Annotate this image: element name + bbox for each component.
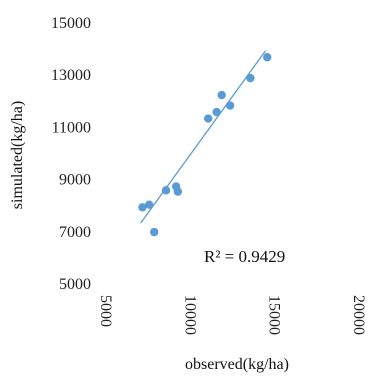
data-point [173, 187, 183, 196]
data-point [217, 90, 226, 100]
data-point [144, 200, 154, 209]
data-point [204, 114, 213, 123]
y-tick-label: 13000 [51, 67, 91, 84]
x-tick-label: 10000 [181, 295, 198, 335]
y-tick-label: 9000 [59, 172, 91, 189]
trendline [140, 50, 267, 224]
x-axis-title: observed(kg/ha) [185, 356, 289, 373]
x-tick-label: 20000 [350, 295, 367, 335]
data-point [246, 73, 255, 83]
plot-area [138, 50, 272, 237]
y-tick-label: 11000 [52, 119, 91, 136]
data-point [263, 53, 272, 62]
data-point [150, 227, 159, 237]
y-tick-label: 15000 [51, 15, 91, 32]
x-tick-label: 15000 [266, 295, 283, 335]
x-tick-label: 5000 [97, 295, 114, 327]
x-axis-tick-labels: 5000 10000 15000 20000 [97, 295, 367, 335]
y-tick-label: 7000 [59, 224, 91, 241]
y-axis-tick-labels: 15000 13000 11000 9000 7000 5000 [51, 15, 91, 293]
y-axis-title: simulated(kg/ha) [9, 101, 26, 209]
data-point [225, 101, 235, 110]
r-squared-annotation: R² = 0.9429 [204, 247, 285, 266]
data-point [138, 203, 147, 212]
data-point [161, 186, 171, 195]
data-point [212, 107, 221, 117]
y-tick-label: 5000 [59, 276, 91, 293]
